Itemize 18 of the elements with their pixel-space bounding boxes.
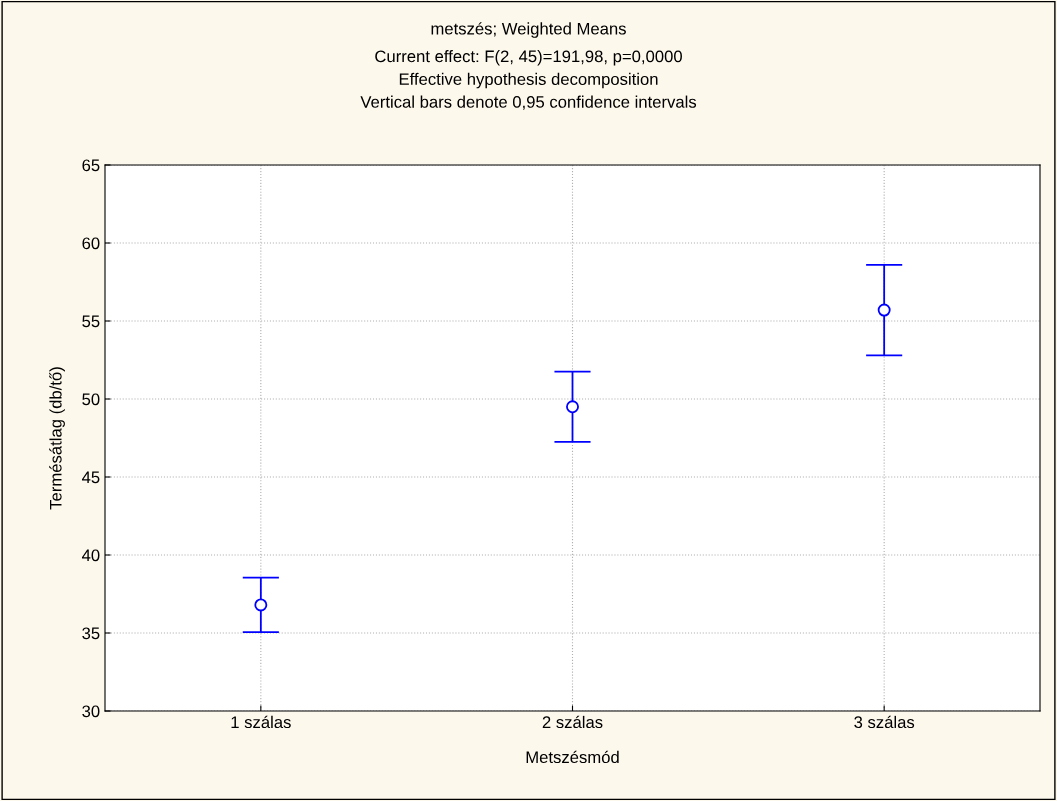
- y-tick-label: 55: [82, 315, 100, 328]
- point: [566, 400, 579, 414]
- x-tick-label: 3 szálas: [854, 715, 915, 729]
- y-tick-label: 35: [82, 627, 100, 640]
- y-tick-label: 40: [81, 549, 100, 562]
- x-tick-label: 1 szálas: [231, 715, 291, 729]
- y-tick-label: 30: [82, 705, 100, 718]
- y-tick-label: 60: [82, 237, 100, 250]
- x-axis-title: Metszésmód: [526, 750, 619, 764]
- y-tick-label: 65: [82, 159, 100, 172]
- chart-title: metszés; Weighted Means: [431, 22, 626, 38]
- y-tick-label: 45: [81, 471, 100, 484]
- chart-subtitle: Current effect: F(2, 45)=191,98, p=0,0000 Effective hypothesis decomposition Vertical bars denote 0,95 confidence intervals: [360, 50, 697, 110]
- point: [877, 303, 891, 317]
- x-tick-label: 2 szálas: [542, 715, 603, 729]
- point: [254, 598, 268, 612]
- y-tick-label: 50: [82, 393, 100, 406]
- y-axis-title: Termésátlag (db/tő): [49, 367, 65, 510]
